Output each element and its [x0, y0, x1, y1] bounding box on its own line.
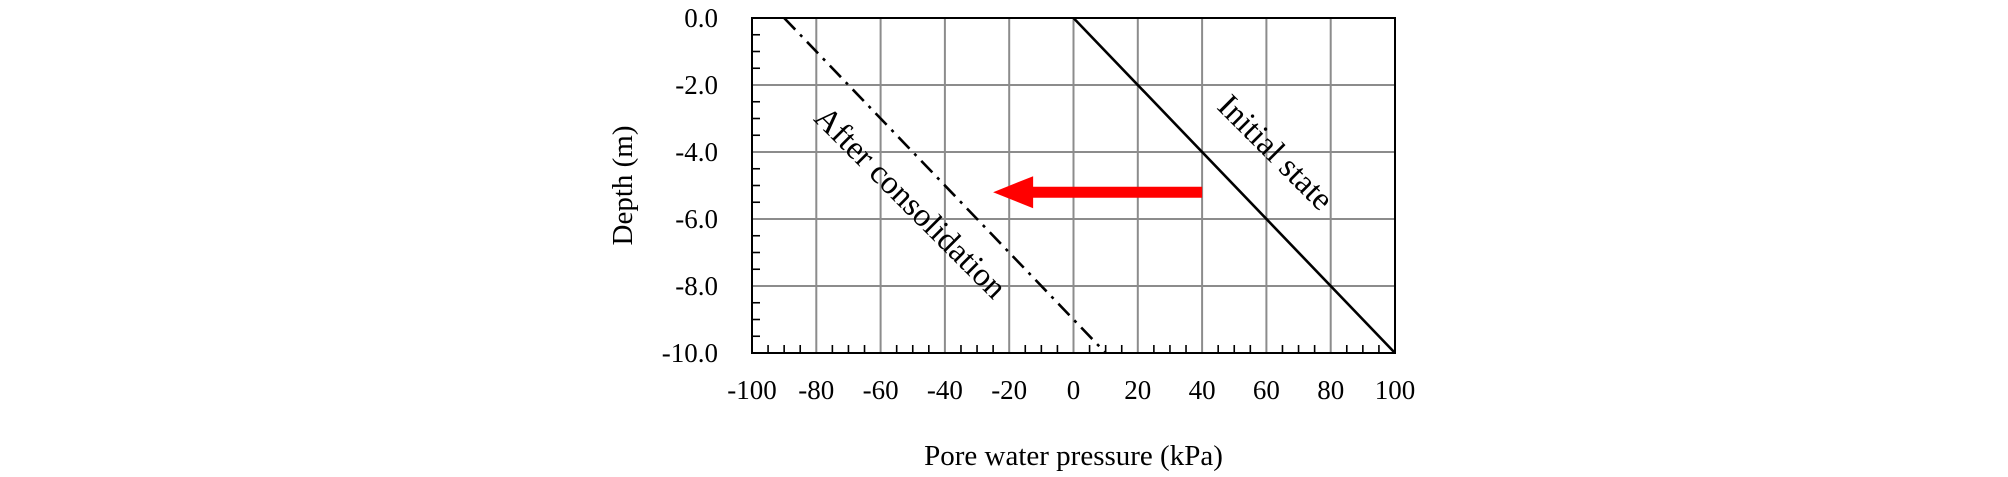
x-tick-label: -100 — [727, 375, 777, 405]
y-tick-label: -6.0 — [675, 204, 718, 234]
minor-ticks — [752, 33, 1380, 353]
x-tick-label: -60 — [863, 375, 899, 405]
x-tick-label: -20 — [991, 375, 1027, 405]
y-tick-label: -4.0 — [675, 137, 718, 167]
series-lines — [783, 17, 1396, 354]
y-tick-label: -10.0 — [662, 338, 718, 368]
y-axis-label: Depth (m) — [607, 126, 639, 246]
after-consolidation-label: After consolidation — [807, 100, 1013, 306]
y-tick-labels: 0.0 -2.0 -4.0 -6.0 -8.0 -10.0 — [662, 3, 718, 368]
grid-lines — [752, 18, 1395, 353]
y-tick-label: 0.0 — [684, 3, 718, 33]
initial-state-line — [1072, 17, 1396, 354]
x-tick-label: 60 — [1253, 375, 1280, 405]
after-consolidation-line — [783, 17, 1107, 354]
shift-arrow — [993, 176, 1203, 209]
x-tick-labels: -100 -80 -60 -40 -20 0 20 40 60 80 100 — [727, 375, 1415, 405]
x-tick-label: 0 — [1067, 375, 1081, 405]
y-tick-label: -2.0 — [675, 70, 718, 100]
x-tick-label: -40 — [927, 375, 963, 405]
x-tick-label: -80 — [798, 375, 834, 405]
x-tick-label: 100 — [1375, 375, 1416, 405]
arrow-head — [993, 176, 1034, 209]
x-axis-label: Pore water pressure (kPa) — [924, 440, 1223, 472]
x-tick-label: 20 — [1124, 375, 1151, 405]
x-tick-label: 40 — [1189, 375, 1216, 405]
x-tick-label: 80 — [1317, 375, 1344, 405]
y-tick-label: -8.0 — [675, 271, 718, 301]
